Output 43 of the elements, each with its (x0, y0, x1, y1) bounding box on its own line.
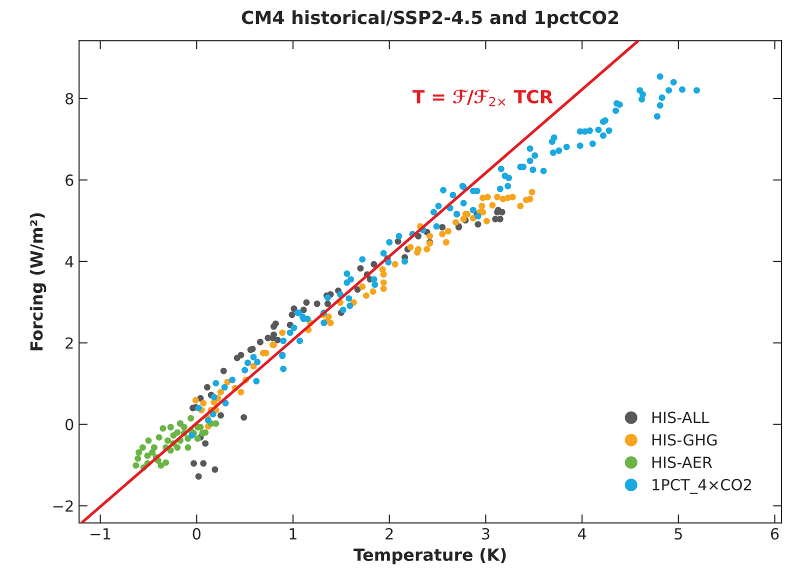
point (212, 420, 220, 427)
x-tick-label: 5 (674, 528, 682, 540)
point (199, 430, 206, 437)
legend-label: HIS-GHG (652, 434, 717, 446)
point (162, 459, 170, 466)
point (132, 462, 140, 469)
y-tick-label: 4 (65, 256, 74, 268)
point (167, 424, 174, 430)
x-tick-label: 6 (770, 528, 779, 540)
point (139, 444, 146, 451)
x-tick-label: −1 (90, 528, 110, 540)
point (134, 455, 142, 462)
annotation: T = ℱ/ℱ$_{2×}$ TCR (412, 89, 553, 106)
point (144, 452, 151, 459)
point (160, 425, 166, 432)
y-tick-label: 8 (66, 92, 74, 105)
y-tick-label: 0 (66, 418, 74, 430)
point (156, 434, 162, 441)
point (150, 444, 158, 451)
y-axis-title: Forcing (W/m²) (30, 213, 46, 350)
chart-title: CM4 historical/SSP2-4.5 and 1pctCO2 (242, 10, 618, 28)
point (188, 414, 194, 422)
x-axis-title: Temperature (K) (353, 548, 506, 564)
y-tick-label: 6 (66, 174, 74, 186)
y-tick-label: 2 (66, 337, 73, 349)
legend-label: 1PCT_4×CO2 (652, 478, 751, 494)
point (136, 449, 142, 456)
x-tick-label: 1 (290, 528, 296, 540)
x-tick-label: 2 (386, 528, 393, 540)
point (145, 437, 152, 444)
x-tick-label: 4 (578, 528, 586, 540)
legend-label: HIS-AER (652, 456, 712, 468)
point (149, 449, 156, 456)
point (164, 437, 171, 444)
x-tick-label: 0 (192, 528, 200, 540)
point (194, 435, 201, 442)
y-tick-label: −2 (53, 500, 73, 512)
point (174, 444, 181, 451)
point (180, 424, 188, 430)
point (184, 444, 192, 451)
x-tick-label: 3 (482, 528, 490, 540)
legend-label: HIS-ALL (652, 412, 710, 424)
point (174, 429, 181, 436)
